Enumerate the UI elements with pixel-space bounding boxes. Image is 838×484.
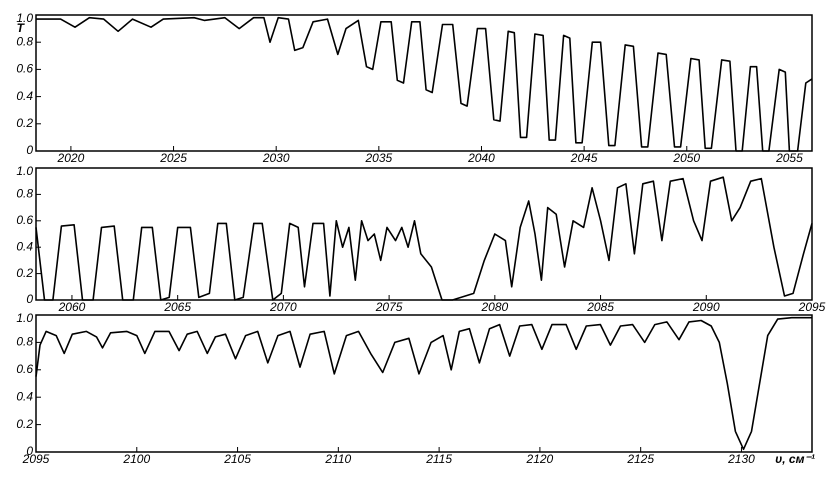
y-tick-label: 0.2 (16, 266, 33, 280)
x-tick-label: 2085 (586, 300, 614, 314)
y-tick-label: 0.6 (16, 213, 33, 227)
x-tick-label: 2060 (58, 300, 86, 314)
x-tick-label: 2130 (727, 452, 755, 466)
y-axis-label: T (17, 21, 26, 35)
x-tick-label: 2120 (526, 452, 554, 466)
y-tick-label: 0.4 (16, 89, 33, 103)
y-tick-label: 0.2 (16, 417, 33, 431)
y-tick-label: 0.8 (16, 187, 33, 201)
plot-frame (35, 14, 813, 152)
x-tick-label: 2105 (223, 452, 251, 466)
y-tick-label: 0 (26, 143, 33, 157)
x-tick-label: 2050 (672, 151, 700, 165)
plot-frame (35, 314, 813, 453)
y-tick-label: 0.2 (16, 116, 33, 130)
y-tick-label: 1.0 (16, 311, 33, 325)
x-tick-label: 2075 (375, 300, 403, 314)
y-tick-label: 0.8 (16, 335, 33, 349)
x-axis-label: υ, см⁻¹ (775, 452, 815, 466)
x-tick-label: 2065 (163, 300, 191, 314)
y-tick-label: 1.0 (16, 11, 33, 25)
x-tick-label: 2110 (324, 452, 351, 466)
x-tick-label: 2040 (467, 151, 495, 165)
x-tick-label: 2125 (626, 452, 654, 466)
x-tick-label: 2045 (570, 151, 598, 165)
x-tick-label: 2090 (692, 300, 720, 314)
x-tick-label: 2100 (122, 452, 150, 466)
y-tick-label: 0.6 (16, 362, 33, 376)
x-tick-label: 2115 (425, 452, 452, 466)
y-tick-label: 0.8 (16, 34, 33, 48)
y-tick-label: 0.6 (16, 62, 33, 76)
spectrum-line (36, 16, 813, 152)
x-tick-label: 2095 (22, 452, 50, 466)
y-tick-label: 0.4 (16, 239, 33, 253)
y-tick-label: 0.4 (16, 389, 33, 403)
x-tick-label: 2055 (775, 151, 803, 165)
x-tick-label: 2080 (480, 300, 508, 314)
x-tick-label: 2070 (269, 300, 297, 314)
x-tick-label: 2035 (364, 151, 392, 165)
y-tick-label: 0 (26, 292, 33, 306)
x-tick-label: 2030 (262, 151, 290, 165)
x-tick-label: 2025 (159, 151, 187, 165)
y-tick-label: 0 (26, 444, 33, 458)
spectrum-line (35, 316, 812, 451)
y-tick-label: 1.0 (16, 164, 33, 178)
x-tick-label: 2095 (798, 300, 826, 314)
spectrum-line (35, 176, 813, 301)
x-tick-label: 2020 (57, 151, 85, 165)
